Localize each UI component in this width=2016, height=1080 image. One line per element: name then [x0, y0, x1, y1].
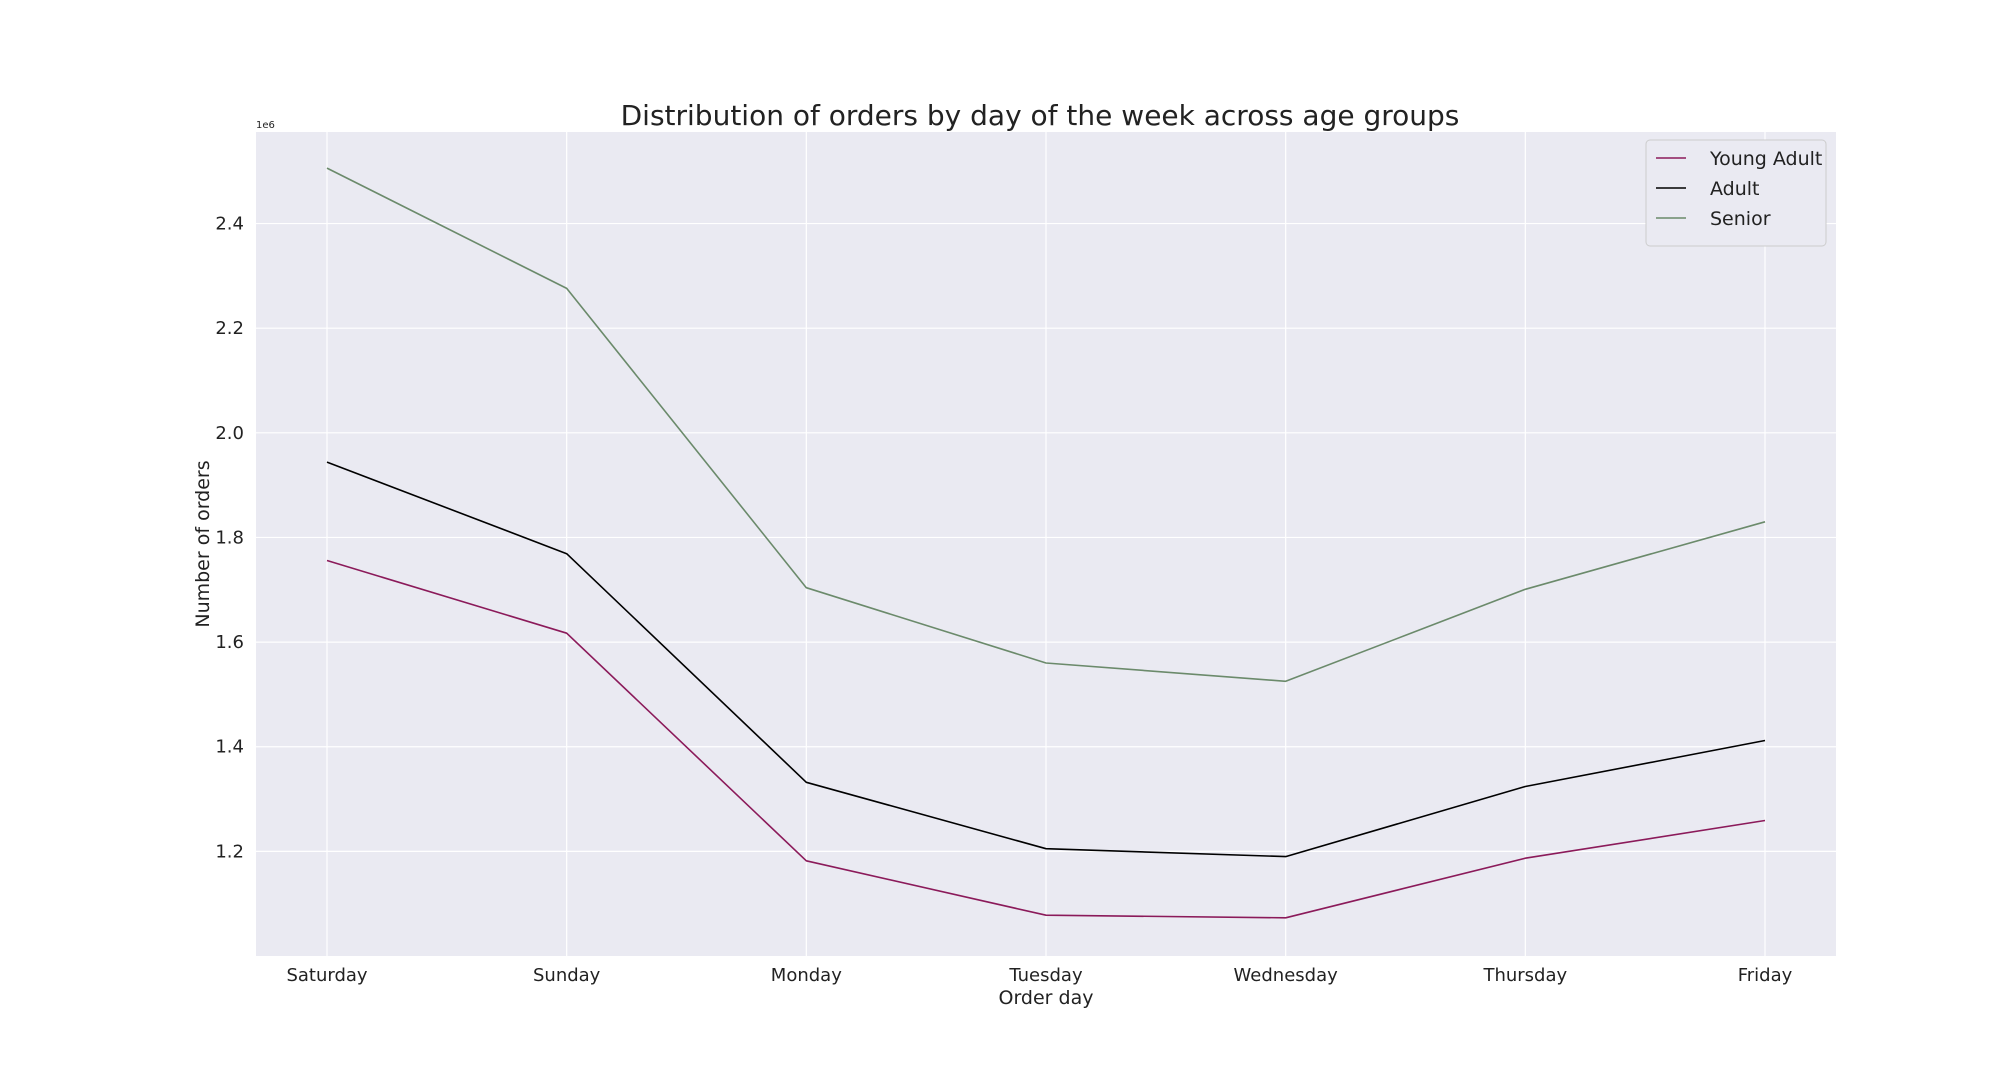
x-tick-labels: Saturday Sunday Monday Tuesday Wednesday Thur… [286, 965, 1792, 986]
y-tick-label: 1.8 [215, 527, 244, 548]
x-tick-label: Friday [1738, 965, 1793, 986]
legend-label-young-adult: Young Adult [1709, 148, 1822, 170]
legend: Young Adult Adult Senior [1645, 139, 1827, 247]
y-tick-label: 2.4 [215, 214, 244, 235]
x-tick-label: Monday [771, 965, 842, 986]
x-axis-label: Order day [999, 987, 1094, 1009]
chart-title: Distribution of orders by day of the wee… [621, 99, 1460, 132]
series-line-young-adult [326, 559, 1766, 919]
legend-box [1645, 139, 1827, 247]
grid-lines [256, 132, 1836, 956]
x-tick-label: Thursday [1482, 965, 1567, 986]
series-line-adult [326, 461, 1766, 858]
y-tick-label: 2.0 [215, 423, 244, 444]
y-axis-label: Number of orders [192, 460, 214, 627]
x-tick-label: Sunday [533, 965, 601, 986]
x-tick-label: Tuesday [1008, 965, 1083, 986]
series-lines [326, 167, 1766, 919]
x-tick-label: Saturday [286, 965, 367, 986]
y-offset-label: 1e6 [256, 120, 275, 131]
y-tick-label: 2.2 [215, 318, 244, 339]
x-tick-label: Wednesday [1234, 965, 1339, 986]
series-line-senior [326, 167, 1766, 683]
y-tick-label: 1.2 [215, 841, 244, 862]
y-tick-labels: 1.2 1.4 1.6 1.8 2.0 2.2 2.4 [215, 214, 244, 863]
legend-label-adult: Adult [1710, 178, 1760, 200]
legend-label-senior: Senior [1710, 208, 1771, 230]
y-tick-label: 1.6 [215, 632, 244, 653]
y-tick-label: 1.4 [215, 737, 244, 758]
